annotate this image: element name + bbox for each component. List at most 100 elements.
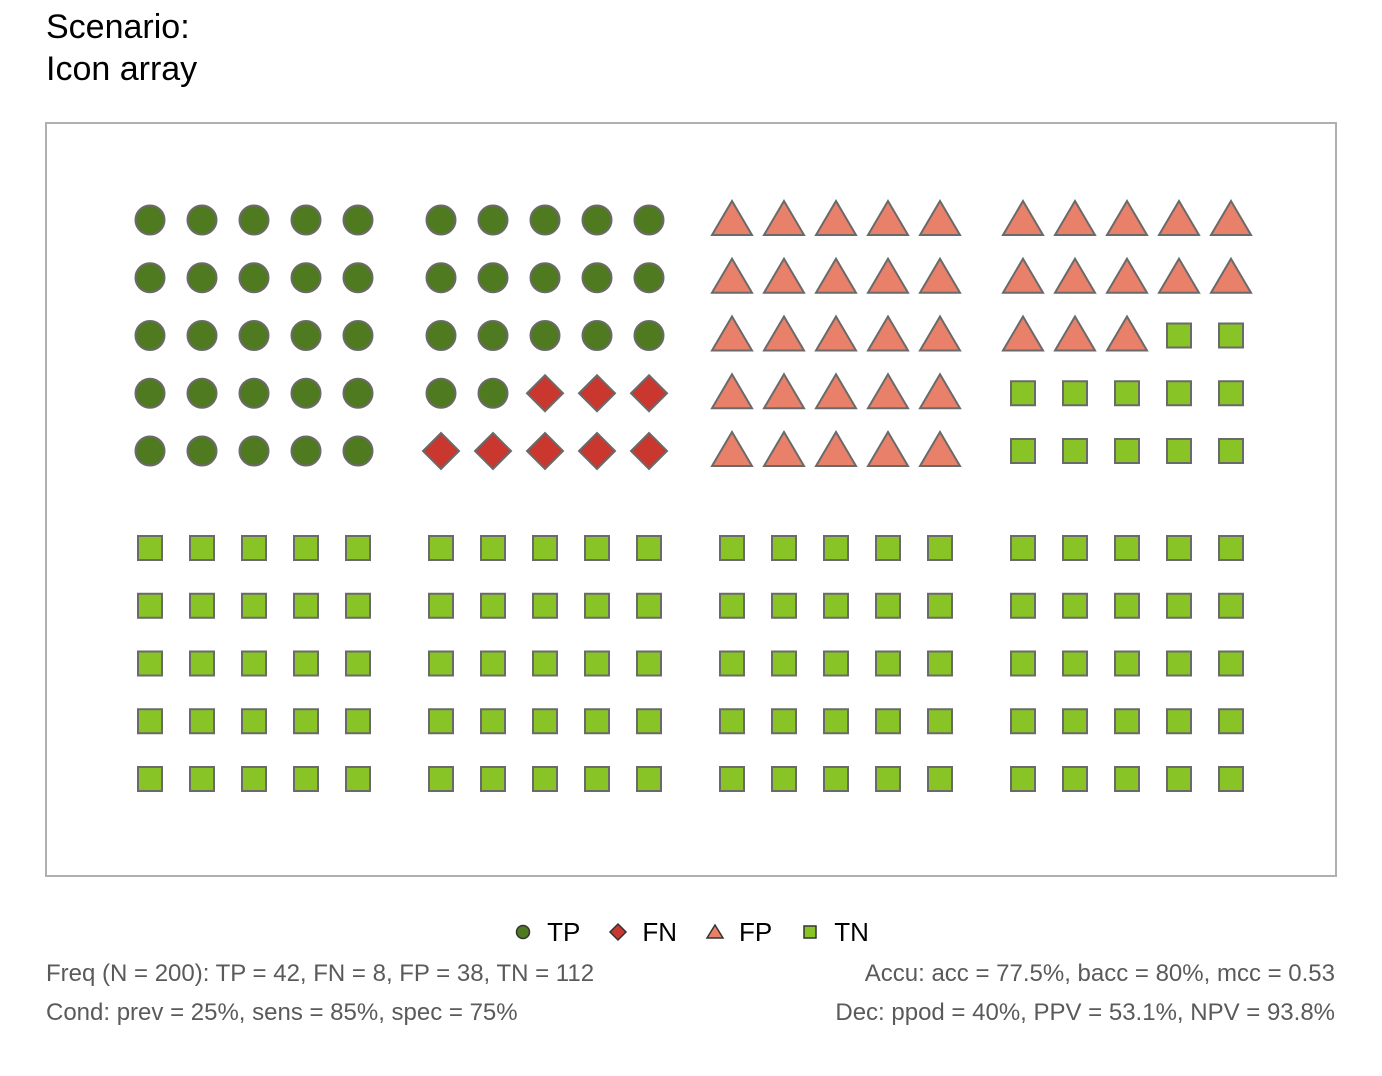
icon-tn (1114, 535, 1140, 561)
icon-fn (629, 373, 669, 413)
icon-fp (866, 314, 910, 352)
icon-tn (1114, 592, 1140, 619)
icon-tn (293, 592, 319, 619)
icon-tp (290, 435, 322, 467)
icon-fp (866, 372, 910, 410)
icon-tn (189, 650, 215, 677)
icon-tn (584, 766, 610, 792)
icon-tn (480, 766, 506, 792)
icon-tn (428, 535, 454, 561)
icon-tp (477, 377, 509, 409)
legend-item-tp: TP (513, 917, 580, 948)
summary-dec: Dec: ppod = 40%, PPV = 53.1%, NPV = 93.8… (835, 999, 1335, 1026)
icon-tn (636, 708, 662, 735)
triangle-icon (705, 923, 725, 939)
icon-tn (137, 708, 163, 735)
summary-freq: Freq (N = 200): TP = 42, FN = 8, FP = 38… (46, 960, 595, 987)
icon-tn (480, 650, 506, 677)
icon-tn (345, 766, 371, 792)
icon-tp (186, 377, 218, 409)
icon-tp (477, 262, 509, 294)
icon-tp (342, 435, 374, 467)
icon-tp (529, 320, 561, 351)
icon-tn (1010, 438, 1036, 464)
icon-tn (771, 766, 797, 792)
icon-tp (342, 262, 374, 294)
diamond-icon (609, 922, 628, 942)
icon-tn (584, 650, 610, 677)
icon-tn (293, 708, 319, 735)
icon-fn (421, 431, 461, 471)
icon-fp (918, 256, 962, 294)
icon-tn (1218, 322, 1244, 349)
icon-tp (529, 262, 561, 294)
icon-fn (577, 373, 617, 413)
icon-fp (918, 372, 962, 410)
icon-tn (823, 592, 849, 619)
icon-tn (532, 708, 558, 735)
icon-tn (636, 592, 662, 619)
icon-tp (529, 204, 561, 236)
icon-tn (1218, 438, 1244, 464)
icon-fp (814, 372, 858, 410)
icon-tp (290, 377, 322, 409)
icon-tn (189, 535, 215, 561)
icon-tp (425, 377, 457, 409)
icon-tn (1114, 650, 1140, 677)
icon-fp (814, 256, 858, 294)
circle-icon (515, 924, 531, 940)
icon-tp (290, 262, 322, 294)
icon-tn (345, 592, 371, 619)
legend-label-fn: FN (642, 916, 677, 947)
icon-tn (1062, 438, 1088, 464)
legend-label-tn: TN (834, 916, 869, 947)
icon-fp (710, 199, 754, 236)
icon-tn (1062, 708, 1088, 735)
icon-tp (238, 377, 270, 409)
icon-fp (762, 314, 806, 352)
icon-tn (771, 592, 797, 619)
icon-tn (1062, 766, 1088, 792)
icon-fp (866, 256, 910, 294)
icon-tn (241, 592, 267, 619)
icon-tn (293, 766, 319, 792)
icon-tn (584, 592, 610, 619)
icon-tn (1166, 380, 1192, 407)
icon-tp (186, 435, 218, 467)
legend-item-fn: FN (608, 917, 677, 948)
icon-fp (1001, 314, 1045, 352)
icon-tn (1010, 650, 1036, 677)
icon-tn (1062, 535, 1088, 561)
title-line-1: Scenario: (46, 8, 190, 46)
icon-fp (1053, 256, 1097, 294)
icon-tn (428, 592, 454, 619)
icon-fn (525, 431, 565, 471)
icon-tp (134, 435, 166, 467)
icon-tn (532, 535, 558, 561)
summary-cond: Cond: prev = 25%, sens = 85%, spec = 75% (46, 999, 518, 1026)
icon-tn (719, 650, 745, 677)
icon-tn (189, 708, 215, 735)
icon-fp (1105, 314, 1149, 352)
icon-tn (293, 650, 319, 677)
icon-fp (1209, 256, 1253, 294)
icon-tn (241, 766, 267, 792)
icon-tn (771, 650, 797, 677)
icon-tn (875, 708, 901, 735)
icon-tp (186, 262, 218, 294)
icon-fn (525, 373, 565, 413)
icon-tn (823, 535, 849, 561)
icon-fp (918, 430, 962, 467)
icon-tn (480, 535, 506, 561)
icon-tp (581, 262, 613, 294)
icon-tn (1166, 535, 1192, 561)
icon-tn (1010, 592, 1036, 619)
icon-fp (710, 430, 754, 467)
icon-tp (290, 320, 322, 351)
icon-tp (342, 377, 374, 409)
icon-tn (428, 650, 454, 677)
icon-tp (633, 262, 665, 294)
icon-tn (719, 592, 745, 619)
legend-item-tn: TN (800, 917, 869, 948)
icon-tn (1114, 380, 1140, 407)
